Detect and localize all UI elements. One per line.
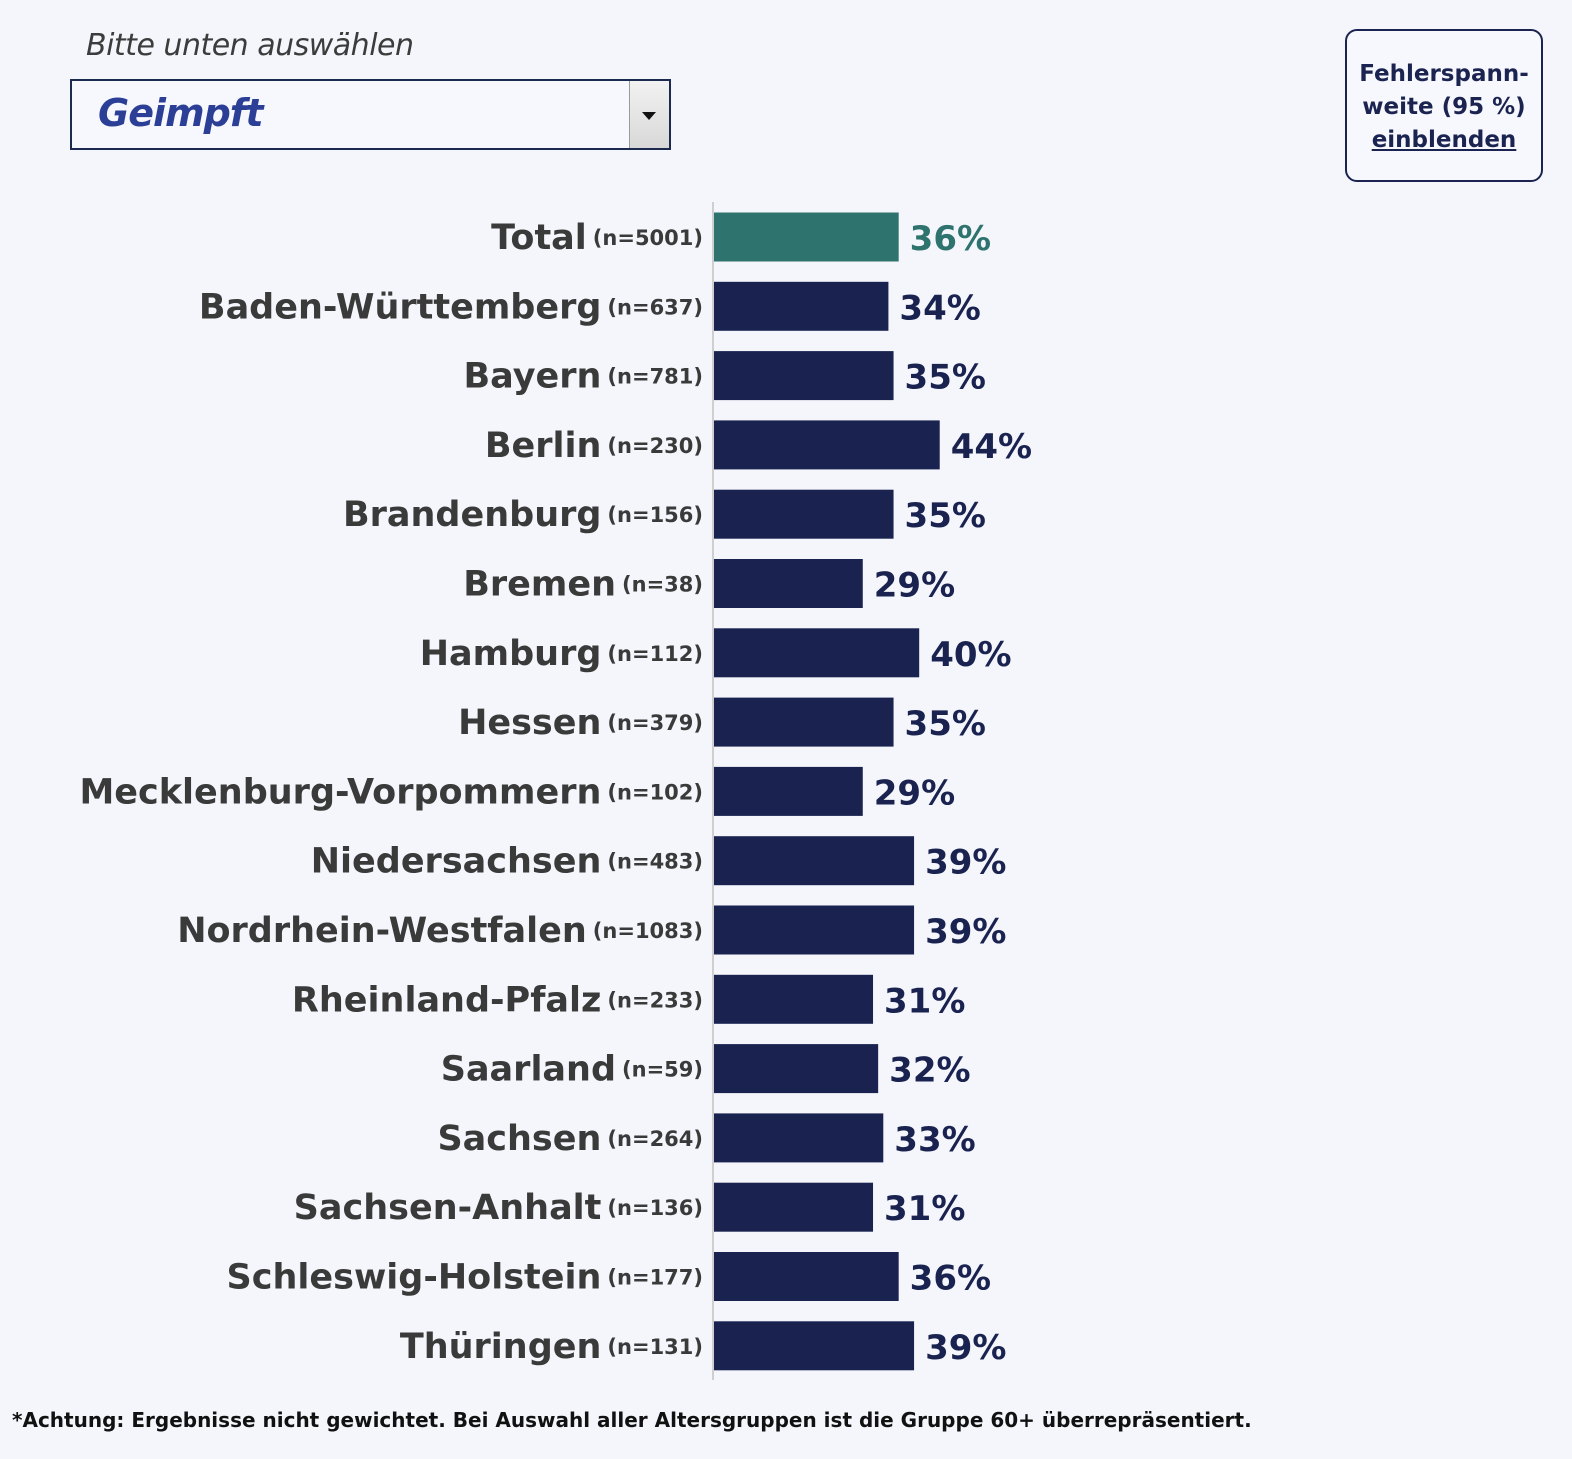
- dropdown-toggle-button[interactable]: [629, 81, 669, 148]
- bar-1: [714, 281, 889, 331]
- bar-5: [714, 559, 863, 608]
- error-margin-toggle-button[interactable]: Fehlerspann- weite (95 %) einblenden: [1345, 29, 1543, 182]
- category-label: Rheinland-Pfalz: [292, 980, 602, 1020]
- value-label: 29%: [874, 566, 955, 606]
- bar-13: [714, 1113, 884, 1163]
- category-label: Brandenburg: [343, 495, 601, 535]
- error-toggle-link[interactable]: einblenden: [1371, 127, 1517, 153]
- category-label: Hessen: [458, 703, 601, 743]
- sample-size-label: (n=483): [607, 850, 703, 874]
- selector-label: Bitte unten auswählen: [86, 28, 414, 63]
- value-label: 33%: [894, 1120, 975, 1160]
- category-label: Schleswig-Holstein: [227, 1258, 602, 1298]
- bar-6: [714, 628, 920, 678]
- category-label: Total: [491, 218, 587, 258]
- sample-size-label: (n=156): [607, 503, 703, 527]
- bar-12: [714, 1044, 879, 1094]
- value-label: 35%: [905, 496, 986, 536]
- value-label: 34%: [899, 288, 980, 328]
- sample-size-label: (n=112): [607, 642, 703, 666]
- sample-size-label: (n=230): [607, 434, 703, 458]
- value-label: 36%: [910, 219, 991, 259]
- sample-size-label: (n=233): [607, 988, 703, 1012]
- value-label: 29%: [874, 773, 955, 813]
- category-label: Thüringen: [400, 1327, 602, 1367]
- category-label: Saarland: [441, 1050, 616, 1090]
- value-label: 31%: [884, 1189, 965, 1229]
- category-label: Berlin: [485, 426, 602, 466]
- value-label: 39%: [925, 843, 1006, 883]
- sample-size-label: (n=379): [607, 711, 703, 735]
- value-label: 40%: [930, 635, 1011, 675]
- sample-size-label: (n=136): [607, 1196, 703, 1220]
- sample-size-label: (n=1083): [593, 919, 703, 943]
- bar-8: [714, 766, 863, 816]
- value-label: 36%: [910, 1259, 991, 1299]
- sample-size-label: (n=264): [607, 1127, 703, 1151]
- bar-7: [714, 697, 894, 747]
- dropdown-selected-value: Geimpft: [98, 91, 263, 135]
- category-label: Baden-Württemberg: [199, 287, 602, 327]
- sample-size-label: (n=102): [607, 780, 703, 804]
- bar-11: [714, 974, 874, 1024]
- bar-10: [714, 905, 915, 955]
- value-label: 35%: [905, 358, 986, 398]
- bar-15: [714, 1252, 899, 1301]
- category-label: Sachsen: [437, 1119, 601, 1159]
- sample-size-label: (n=177): [607, 1266, 703, 1290]
- category-label: Mecklenburg-Vorpommern: [79, 772, 601, 812]
- sample-size-label: (n=637): [607, 295, 703, 319]
- value-label: 39%: [925, 1328, 1006, 1368]
- category-label: Sachsen-Anhalt: [294, 1188, 602, 1228]
- chevron-down-icon: [642, 112, 656, 120]
- bar-0: [714, 212, 899, 262]
- category-label: Nordrhein-Westfalen: [177, 911, 587, 951]
- value-label: 39%: [925, 912, 1006, 952]
- bar-16: [714, 1321, 915, 1371]
- sample-size-label: (n=131): [607, 1335, 703, 1359]
- sample-size-label: (n=59): [622, 1058, 703, 1082]
- category-label: Bremen: [463, 565, 616, 605]
- category-label: Niedersachsen: [311, 842, 602, 882]
- sample-size-label: (n=38): [622, 573, 703, 597]
- bar-4: [714, 489, 894, 539]
- bar-chart: (n=5001)Total 36% (n=637)Baden-Württemberg…: [79, 202, 1032, 1380]
- sample-size-label: (n=5001): [593, 226, 703, 250]
- bar-2: [714, 351, 894, 401]
- value-label: 32%: [889, 1051, 970, 1091]
- bar-3: [714, 420, 940, 470]
- category-label: Hamburg: [420, 634, 602, 674]
- value-label: 35%: [905, 704, 986, 744]
- footnote: *Achtung: Ergebnisse nicht gewichtet. Be…: [12, 1408, 1252, 1432]
- error-toggle-line1: Fehlerspann-: [1359, 61, 1529, 87]
- bar-9: [714, 836, 915, 886]
- category-dropdown[interactable]: Geimpft: [70, 79, 671, 150]
- error-toggle-line2: weite (95 %): [1362, 94, 1526, 120]
- bar-14: [714, 1182, 874, 1232]
- value-label: 31%: [884, 981, 965, 1021]
- value-label: 44%: [951, 427, 1032, 467]
- category-label: Bayern: [463, 357, 601, 397]
- sample-size-label: (n=781): [607, 365, 703, 389]
